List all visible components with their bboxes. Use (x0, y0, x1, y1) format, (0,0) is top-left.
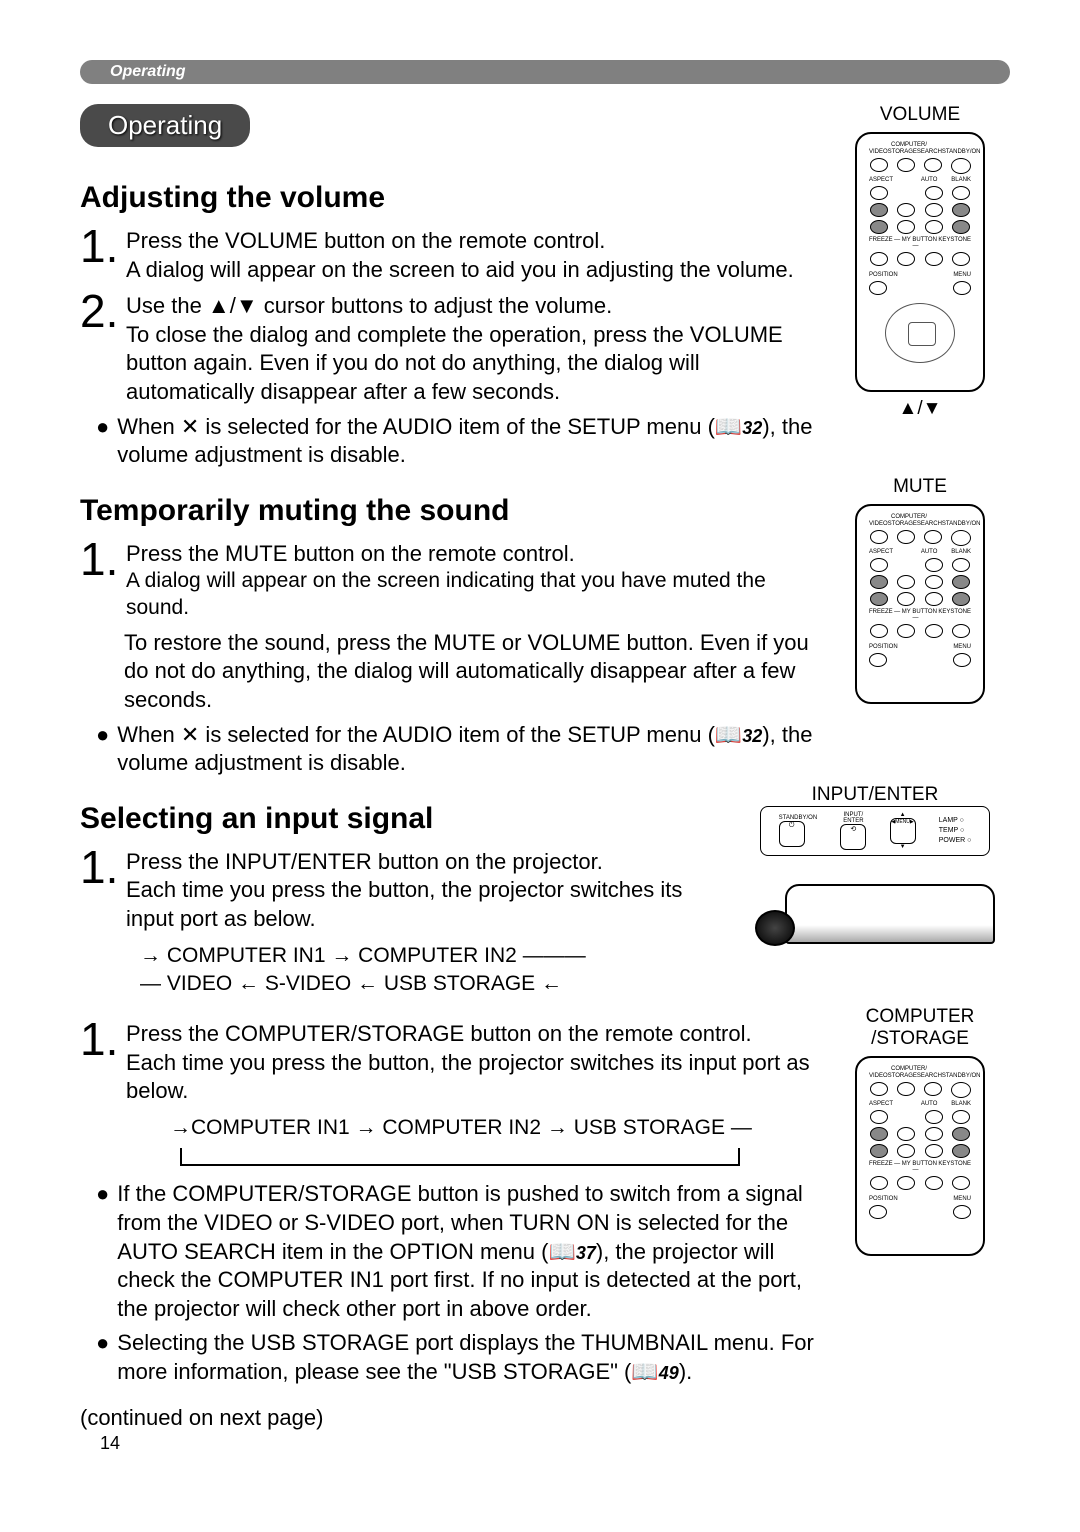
input-bullet2: ● Selecting the USB STORAGE port display… (80, 1329, 820, 1386)
mute-step1b: A dialog will appear on the screen indic… (126, 568, 820, 621)
input-cycle1: → COMPUTER IN1 → COMPUTER IN2 ——— — VIDE… (140, 942, 730, 999)
remote-diagram-storage: COMPUTER/ VIDEOSTORAGESEARCHSTANDBY/ON A… (855, 1056, 985, 1256)
bullet-dot: ● (96, 1180, 109, 1323)
remote-diagram-mute: COMPUTER/ VIDEOSTORAGESEARCHSTANDBY/ON A… (855, 504, 985, 704)
step-number: 1. (80, 1016, 120, 1106)
label-volume: VOLUME (830, 104, 1010, 126)
input-step2: Press the COMPUTER/STORAGE button on the… (126, 1016, 820, 1106)
label-mute: MUTE (830, 476, 1010, 498)
title-volume: Adjusting the volume (80, 181, 820, 215)
step-number: 1. (80, 844, 120, 934)
input-step1: Press the INPUT/ENTER button on the proj… (126, 844, 730, 934)
input-cycle2: →COMPUTER IN1 → COMPUTER IN2 → USB STORA… (170, 1114, 820, 1142)
input-bullet1: ● If the COMPUTER/STORAGE button is push… (80, 1180, 820, 1323)
section-pill: Operating (80, 104, 250, 147)
bullet-dot: ● (96, 721, 109, 778)
projector-panel: STANDBY/ON⏻ INPUT/ENTER⟲ ▲◀MENU▶▼ LAMP ○… (760, 806, 990, 856)
step-number: 1. (80, 536, 120, 621)
continued-text: (continued on next page) (80, 1405, 1010, 1431)
remote-diagram-volume: COMPUTER/ VIDEOSTORAGESEARCHSTANDBY/ON A… (855, 132, 985, 392)
title-mute: Temporarily muting the sound (80, 494, 820, 528)
volume-step2: Use the ▲/▼ cursor buttons to adjust the… (126, 288, 820, 406)
header-label: Operating (110, 63, 186, 80)
projector-diagram (755, 864, 995, 954)
mute-step1a: Press the MUTE button on the remote cont… (126, 540, 820, 569)
step-number: 2. (80, 288, 120, 406)
bullet-dot: ● (96, 413, 109, 470)
section-pill-label: Operating (108, 110, 222, 140)
title-input: Selecting an input signal (80, 802, 730, 836)
mute-bullet: ● When ✕ is selected for the AUDIO item … (80, 721, 820, 778)
label-computer-storage: COMPUTER /STORAGE (830, 1006, 1010, 1050)
page-number: 14 (100, 1433, 1010, 1454)
volume-step1: Press the VOLUME button on the remote co… (126, 223, 794, 284)
step-number: 1. (80, 223, 120, 284)
label-input-enter: INPUT/ENTER (740, 784, 1010, 806)
volume-bullet: ● When ✕ is selected for the AUDIO item … (80, 413, 820, 470)
bullet-dot: ● (96, 1329, 109, 1386)
header-pill: Operating (80, 60, 1010, 84)
label-arrows: ▲/▼ (830, 398, 1010, 420)
mute-step1c: To restore the sound, press the MUTE or … (124, 625, 820, 715)
cycle-box (180, 1148, 740, 1166)
